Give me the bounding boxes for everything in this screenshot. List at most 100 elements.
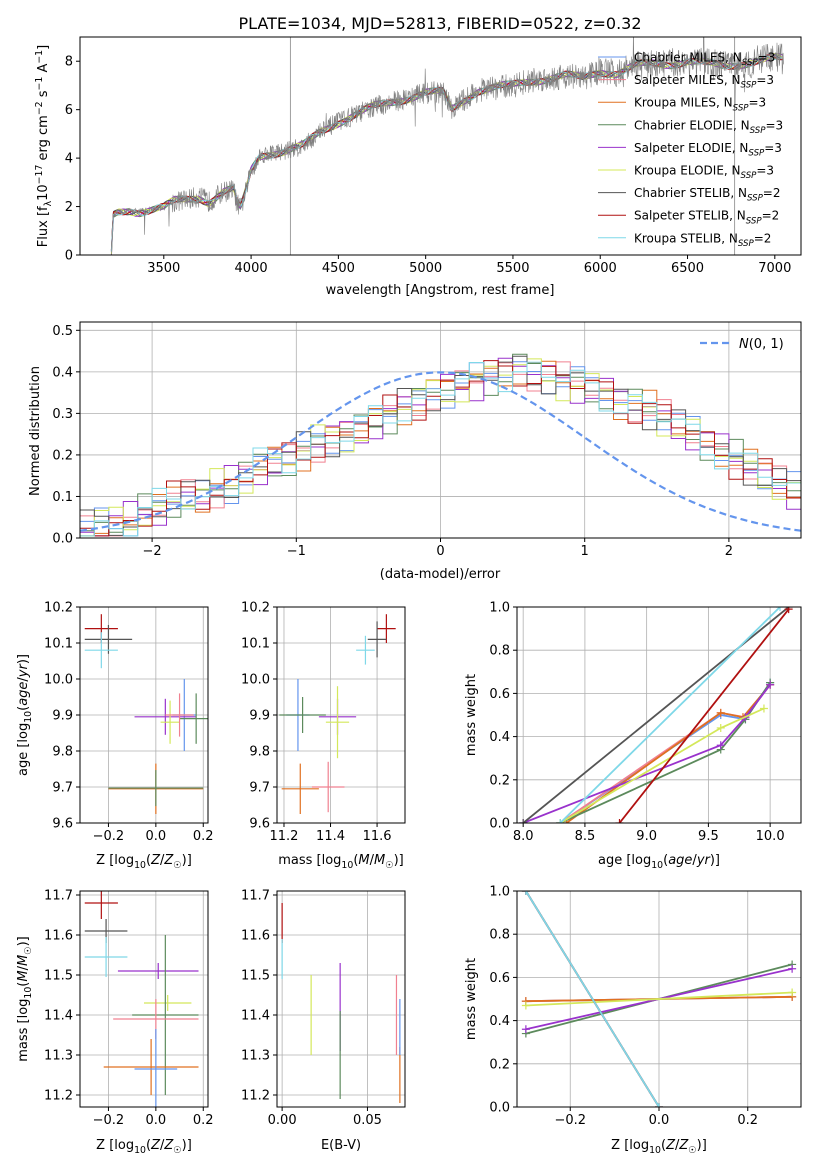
x-tick-label: 9.5: [698, 829, 719, 844]
legend-entry: Salpeter MILES, NSSP=3: [634, 73, 774, 91]
histogram-step-line: [80, 355, 801, 536]
y-tick-label: 11.3: [44, 1049, 73, 1064]
x-tick-label: 0.2: [737, 1113, 758, 1128]
normal-curve-line: [80, 371, 801, 532]
y-tick-label: 9.8: [52, 745, 73, 760]
y-tick-label: 9.6: [249, 817, 270, 832]
x-axis-label: Z [log10(Z/Z☉)]: [96, 853, 192, 871]
mass-weight-point: [521, 1025, 530, 1034]
plot-area: [84, 891, 199, 1107]
axes-frame: [276, 890, 406, 1108]
data-spectrum-line: [111, 37, 784, 255]
y-tick-label: 0.8: [489, 928, 510, 943]
mass-weight-point: [655, 1103, 663, 1107]
y-tick-label: 2: [65, 200, 73, 215]
y-tick-label: 11.6: [241, 929, 270, 944]
x-axis-label: (data-model)/error: [380, 567, 501, 582]
legend-entry: Salpeter ELODIE, NSSP=3: [634, 141, 782, 159]
x-tick-label: 0.00: [268, 1113, 297, 1128]
mass-weight-line: [525, 991, 793, 1007]
y-tick-label: 11.7: [241, 889, 270, 904]
y-tick-label: 10.0: [241, 673, 270, 688]
y-tick-label: 11.5: [241, 969, 270, 984]
legend-entry: Kroupa ELODIE, NSSP=3: [634, 164, 774, 182]
y-tick-label: 6: [65, 103, 73, 118]
y-tick-label: 9.9: [52, 709, 73, 724]
mass-weight-line: [565, 684, 771, 823]
y-tick-label: 0.5: [52, 324, 73, 339]
y-tick-label: 11.7: [44, 889, 73, 904]
plot-area: [84, 614, 208, 814]
x-tick-label: 3500: [147, 261, 180, 276]
y-tick-label: 9.6: [52, 817, 73, 832]
x-tick-label: 6000: [584, 261, 617, 276]
y-tick-label: 0.0: [489, 817, 510, 832]
panel-mass-weight-vs-Z: −0.2 0.0 0.2 0.0 0.2 0.4 0.6 0.8 1.0 mass weight Z…: [464, 885, 802, 1156]
y-tick-label: 10.2: [44, 601, 73, 616]
mass-weight-line: [559, 607, 781, 823]
mass-weight-point: [784, 607, 793, 614]
x-tick-label: 1: [581, 544, 589, 559]
legend-entry: Kroupa STELIB, NSSP=2: [634, 231, 771, 249]
y-tick-label: 0.8: [489, 644, 510, 659]
y-axis-label: Flux [fλ10−17 erg cm−2 s−1 A−1]: [34, 45, 54, 247]
y-tick-label: 11.3: [241, 1049, 270, 1064]
y-tick-label: 0.2: [52, 448, 73, 463]
mass-weight-line: [618, 608, 790, 823]
y-tick-label: 11.4: [44, 1009, 73, 1024]
mass-weight-line: [559, 707, 765, 823]
x-axis-label: age [log10(age/yr)]: [598, 853, 720, 871]
x-tick-label: 4000: [235, 261, 268, 276]
y-tick-label: 0.6: [489, 971, 510, 986]
figure-title: PLATE=1034, MJD=52813, FIBERID=0522, z=0…: [238, 14, 641, 33]
mass-weight-point: [759, 704, 768, 713]
mass-weight-point: [716, 723, 725, 732]
x-tick-label: 5500: [496, 261, 529, 276]
y-tick-label: 0.0: [52, 532, 73, 547]
y-tick-label: 0.4: [489, 730, 510, 745]
x-tick-label: 0.0: [146, 829, 167, 844]
x-axis-label: wavelength [Angstrom, rest frame]: [326, 283, 555, 298]
y-tick-label: 0.6: [489, 687, 510, 702]
panel-spectrum: 3500 4000 4500 5000 5500 6000 6500 7000 0 2 4 6 8 wav…: [34, 36, 802, 298]
y-tick-label: 11.2: [241, 1089, 270, 1104]
y-tick-label: 10.2: [241, 601, 270, 616]
x-tick-label: 11.4: [316, 829, 345, 844]
y-tick-label: 9.7: [52, 781, 73, 796]
y-axis-label: Normed distribution: [28, 366, 43, 496]
x-tick-label: 0.2: [193, 829, 214, 844]
y-axis-label: mass [log10(M/M☉)]: [16, 936, 34, 1062]
y-tick-label: 0.4: [489, 1014, 510, 1029]
y-tick-label: 9.9: [249, 709, 270, 724]
y-axis-label: age [log10(age/yr)]: [16, 654, 34, 776]
mass-weight-point: [776, 607, 785, 611]
x-tick-label: 11.6: [363, 829, 392, 844]
x-tick-label: −0.2: [93, 829, 125, 844]
mass-weight-point: [788, 964, 797, 973]
y-tick-label: 8: [65, 55, 73, 70]
x-tick-label: 10.0: [756, 829, 785, 844]
mass-weight-point: [716, 741, 725, 750]
mass-weight-point: [766, 680, 775, 689]
x-axis-label: E(B-V): [321, 1138, 361, 1153]
legend-entry: Kroupa MILES, NSSP=3: [634, 96, 766, 114]
legend-entry: Chabrier STELIB, NSSP=2: [634, 186, 781, 204]
x-tick-label: 9.0: [636, 829, 657, 844]
y-tick-label: 0.2: [489, 773, 510, 788]
x-tick-label: 5000: [409, 261, 442, 276]
axes-frame: [79, 890, 209, 1108]
panel-age-vs-Z: −0.2 0.0 0.2 9.6 9.7 9.8 9.9 10.0 10.1 10.2 Z [log…: [16, 601, 214, 871]
legend-entry: Chabrier ELODIE, NSSP=3: [634, 118, 783, 136]
legend-entry: N(0, 1): [739, 337, 784, 352]
x-tick-label: −0.2: [93, 1113, 125, 1128]
y-tick-label: 0.3: [52, 407, 73, 422]
legend: Chabrier MILES, NSSP=3 Salpeter MILES, NS…: [598, 51, 783, 249]
y-tick-label: 11.2: [44, 1089, 73, 1104]
mass-weight-point: [788, 988, 797, 997]
mass-weight-line: [559, 684, 771, 823]
x-tick-label: 11.2: [270, 829, 299, 844]
x-tick-label: −2: [143, 544, 162, 559]
plot-area: [281, 903, 401, 1103]
x-tick-label: 0: [436, 544, 444, 559]
